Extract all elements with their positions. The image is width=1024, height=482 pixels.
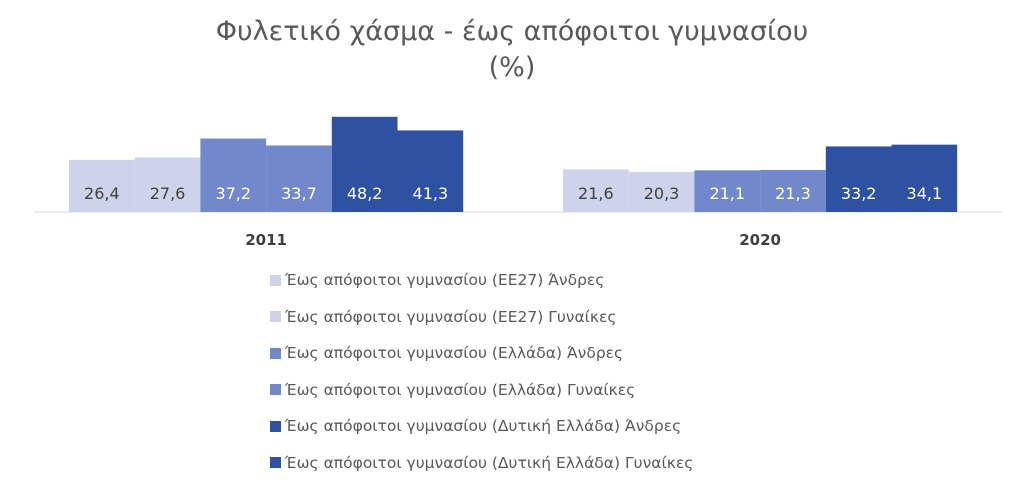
bar-2020-series-3 xyxy=(694,170,761,212)
legend-item-2: Έως απόφοιτοι γυμνασίου (ΕΕ27) Γυναίκες xyxy=(270,299,693,336)
data-label-2020-series-2: 20,3 xyxy=(644,184,680,203)
legend-swatch xyxy=(270,384,281,396)
bar-2011-series-2 xyxy=(134,157,201,212)
legend-item-1: Έως απόφοιτοι γυμνασίου (ΕΕ27) Άνδρες xyxy=(270,262,693,299)
legend-label: Έως απόφοιτοι γυμνασίου (Ελλάδα) Γυναίκε… xyxy=(285,380,636,399)
legend-swatch xyxy=(270,311,281,323)
data-label-2011-series-3: 37,2 xyxy=(215,184,251,203)
data-label-2011-series-6: 41,3 xyxy=(413,184,449,203)
data-label-2011-series-2: 27,6 xyxy=(150,184,186,203)
bar-2011-series-1 xyxy=(69,159,135,212)
data-label-2020-series-5: 33,2 xyxy=(841,184,877,203)
chart-plot-area: 26,4 27,6 37,2 33,7 48,2 41,3 2011 21,6 20,3 21,1… xyxy=(34,116,1002,249)
legend-swatch xyxy=(270,420,281,432)
legend-swatch xyxy=(270,457,281,469)
data-label-2020-series-4: 21,3 xyxy=(775,184,811,203)
legend-label: Έως απόφοιτοι γυμνασίου (Ελλάδα) Άνδρες xyxy=(285,344,624,363)
data-label-2011-series-1: 26,4 xyxy=(84,184,120,203)
category-label-2020: 2020 xyxy=(739,231,781,249)
chart-title-line-2: (%) xyxy=(488,52,536,83)
bar-2020-series-2 xyxy=(628,171,695,212)
bar-2011-series-4 xyxy=(266,145,332,212)
data-label-2011-series-4: 33,7 xyxy=(281,184,317,203)
data-label-2020-series-1: 21,6 xyxy=(578,184,614,203)
legend-label: Έως απόφοιτοι γυμνασίου (ΕΕ27) Άνδρες xyxy=(285,271,605,290)
legend-item-5: Έως απόφοιτοι γυμνασίου (Δυτική Ελλάδα) … xyxy=(270,408,693,445)
legend-swatch xyxy=(270,347,281,359)
bar-2020-series-5 xyxy=(825,146,892,212)
legend-item-6: Έως απόφοιτοι γυμνασίου (Δυτική Ελλάδα) … xyxy=(270,445,693,482)
bar-2020-series-4 xyxy=(760,169,826,212)
bar-2011-series-3 xyxy=(200,138,267,212)
legend-label: Έως απόφοιτοι γυμνασίου (ΕΕ27) Γυναίκες xyxy=(285,307,617,326)
chart-legend: Έως απόφοιτοι γυμνασίου (ΕΕ27) Άνδρες Έως… xyxy=(270,262,693,481)
bar-2020-series-1 xyxy=(563,169,629,212)
data-label-2011-series-5: 48,2 xyxy=(347,184,383,203)
data-label-2020-series-6: 34,1 xyxy=(907,184,943,203)
legend-item-3: Έως απόφοιτοι γυμνασίου (Ελλάδα) Άνδρες xyxy=(270,335,693,372)
bar-2011-series-6 xyxy=(397,130,464,212)
chart-title-line-1: Φυλετικό χάσμα - έως απόφοιτοι γυμνασίου xyxy=(215,16,809,47)
legend-label: Έως απόφοιτοι γυμνασίου (Δυτική Ελλάδα) … xyxy=(285,417,682,436)
bar-2020-series-6 xyxy=(891,144,958,212)
legend-label: Έως απόφοιτοι γυμνασίου (Δυτική Ελλάδα) … xyxy=(285,453,694,472)
chart-title: Φυλετικό χάσμα - έως απόφοιτοι γυμνασίου… xyxy=(0,14,1024,86)
category-label-2011: 2011 xyxy=(245,231,287,249)
legend-swatch xyxy=(270,274,281,286)
bar-2011-series-5 xyxy=(331,116,398,212)
legend-item-4: Έως απόφοιτοι γυμνασίου (Ελλάδα) Γυναίκε… xyxy=(270,372,693,409)
data-label-2020-series-3: 21,1 xyxy=(709,184,745,203)
